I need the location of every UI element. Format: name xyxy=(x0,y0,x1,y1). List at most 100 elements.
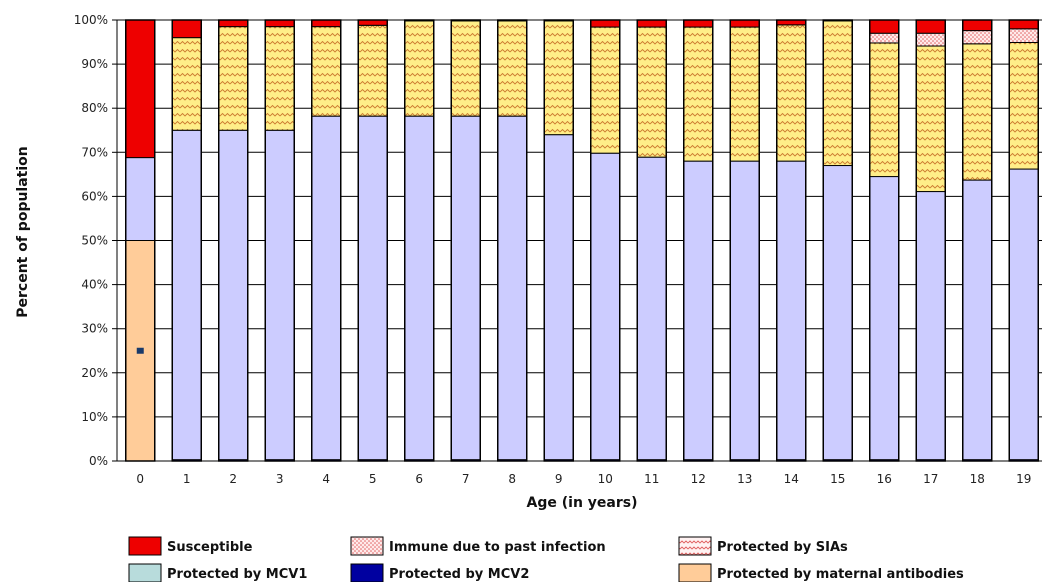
x-tick-label: 10 xyxy=(598,472,613,486)
bar-segment-susceptible xyxy=(915,19,946,34)
bar-group-age-0 xyxy=(125,19,156,462)
x-tick-label: 19 xyxy=(1016,472,1031,486)
x-axis: 0 1 2 3 4 5 6 7 8 9 10 11 12 13 14 15 16 17 18 19 xyxy=(117,460,1042,486)
y-tick-label: 50% xyxy=(81,234,108,248)
bar-segment-sias xyxy=(822,20,853,167)
x-tick-label: 18 xyxy=(970,472,985,486)
bar-segment-mcv1 xyxy=(822,165,853,461)
legend-swatch xyxy=(128,536,162,556)
y-tick-label: 80% xyxy=(81,101,108,115)
legend-label: Protected by SIAs xyxy=(717,540,848,555)
bar-segment-susceptible xyxy=(869,19,900,34)
bar-group-age-2 xyxy=(218,19,249,462)
bar-segment-sias xyxy=(590,26,621,154)
bar-segment-sias xyxy=(915,45,946,193)
bar-segment-sias xyxy=(543,20,574,136)
x-tick-label: 4 xyxy=(322,472,330,486)
y-tick-label: 90% xyxy=(81,57,108,71)
bar-segment-susceptible xyxy=(1008,19,1039,30)
bar-segment-sias xyxy=(962,43,993,181)
bar-segment-past_infection xyxy=(962,30,993,45)
bar-segment-past_infection xyxy=(915,32,946,47)
bar-group-age-5 xyxy=(357,19,388,462)
legend-item: Protected by MCV2 xyxy=(350,563,529,582)
bar-segment-mcv1 xyxy=(915,191,946,461)
bar-segment-sias xyxy=(264,26,295,131)
bar-segment-mcv1 xyxy=(497,115,528,461)
bar-group-age-8 xyxy=(497,19,528,462)
bar-segment-susceptible xyxy=(218,19,249,28)
bar-segment-susceptible xyxy=(962,19,993,32)
bar-segment-sias xyxy=(1008,41,1039,170)
bar-group-age-16 xyxy=(869,19,900,462)
legend-swatch xyxy=(350,536,384,556)
y-tick-label: 70% xyxy=(81,145,108,159)
legend-label: Protected by MCV2 xyxy=(389,567,529,582)
bar-segment-mcv1 xyxy=(776,160,807,461)
x-tick-label: 6 xyxy=(415,472,423,486)
bar-segment-mcv1 xyxy=(125,157,156,241)
bar-segment-mcv1 xyxy=(218,129,249,461)
bar-segment-mcv1 xyxy=(450,115,481,461)
bars-layer xyxy=(125,19,1039,462)
bar-segment-sias xyxy=(729,26,760,162)
bar-segment-susceptible xyxy=(264,19,295,28)
bar-group-age-13 xyxy=(729,19,760,462)
bar-segment-mcv1 xyxy=(264,129,295,461)
x-tick-label: 16 xyxy=(877,472,892,486)
bar-segment-sias xyxy=(311,26,342,117)
bar-segment-mcv1 xyxy=(171,129,202,461)
annotation-marker xyxy=(136,347,144,354)
bar-group-age-12 xyxy=(683,19,714,462)
bar-segment-susceptible xyxy=(357,19,388,26)
legend-label: Protected by MCV1 xyxy=(167,567,307,582)
bar-group-age-7 xyxy=(450,19,481,462)
legend-label: Immune due to past infection xyxy=(389,540,606,555)
bar-segment-susceptible xyxy=(171,19,202,39)
x-tick-label: 5 xyxy=(369,472,377,486)
legend-item: Protected by SIAs xyxy=(678,536,848,556)
legend-swatch xyxy=(678,536,712,556)
x-tick-label: 0 xyxy=(136,472,144,486)
bar-segment-susceptible xyxy=(311,19,342,28)
x-tick-label: 12 xyxy=(691,472,706,486)
bar-segment-mcv1 xyxy=(962,179,993,461)
legend: Susceptible Immune due to past infection P… xyxy=(128,536,964,582)
legend-swatch xyxy=(678,563,712,582)
bar-segment-mcv1 xyxy=(590,152,621,461)
bar-group-age-3 xyxy=(264,19,295,462)
bar-group-age-4 xyxy=(311,19,342,462)
y-axis-title: Percent of population xyxy=(15,146,31,318)
bar-segment-sias xyxy=(869,42,900,178)
x-tick-label: 14 xyxy=(784,472,799,486)
bar-segment-mcv1 xyxy=(683,160,714,461)
bar-segment-susceptible xyxy=(729,19,760,28)
bar-segment-mcv1 xyxy=(729,160,760,461)
x-tick-label: 2 xyxy=(229,472,237,486)
y-tick-label: 0% xyxy=(89,454,108,468)
bar-group-age-10 xyxy=(590,19,621,462)
bar-segment-mcv1 xyxy=(543,134,574,461)
bar-segment-sias xyxy=(683,26,714,162)
x-axis-title: Age (in years) xyxy=(527,495,638,511)
bar-group-age-15 xyxy=(822,19,853,462)
bar-segment-sias xyxy=(450,20,481,117)
x-tick-label: 15 xyxy=(830,472,845,486)
bar-group-age-11 xyxy=(636,19,667,462)
bar-group-age-19 xyxy=(1008,19,1039,462)
bar-segment-mcv1 xyxy=(357,115,388,461)
bar-segment-mcv1 xyxy=(311,115,342,461)
bar-segment-mcv1 xyxy=(636,156,667,461)
y-tick-label: 20% xyxy=(81,366,108,380)
bar-segment-past_infection xyxy=(1008,28,1039,43)
legend-swatch xyxy=(350,563,384,582)
bar-segment-sias xyxy=(404,20,435,117)
legend-item: Immune due to past infection xyxy=(350,536,606,556)
bar-segment-sias xyxy=(171,37,202,131)
y-tick-label: 40% xyxy=(81,278,108,292)
x-tick-label: 11 xyxy=(644,472,659,486)
legend-label: Susceptible xyxy=(167,540,253,555)
bar-segment-susceptible xyxy=(125,19,156,159)
x-tick-label: 9 xyxy=(555,472,563,486)
